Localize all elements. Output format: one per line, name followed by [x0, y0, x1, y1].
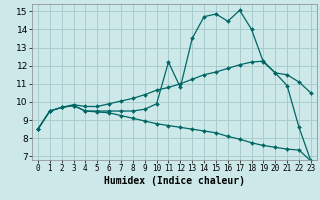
- X-axis label: Humidex (Indice chaleur): Humidex (Indice chaleur): [104, 176, 245, 186]
